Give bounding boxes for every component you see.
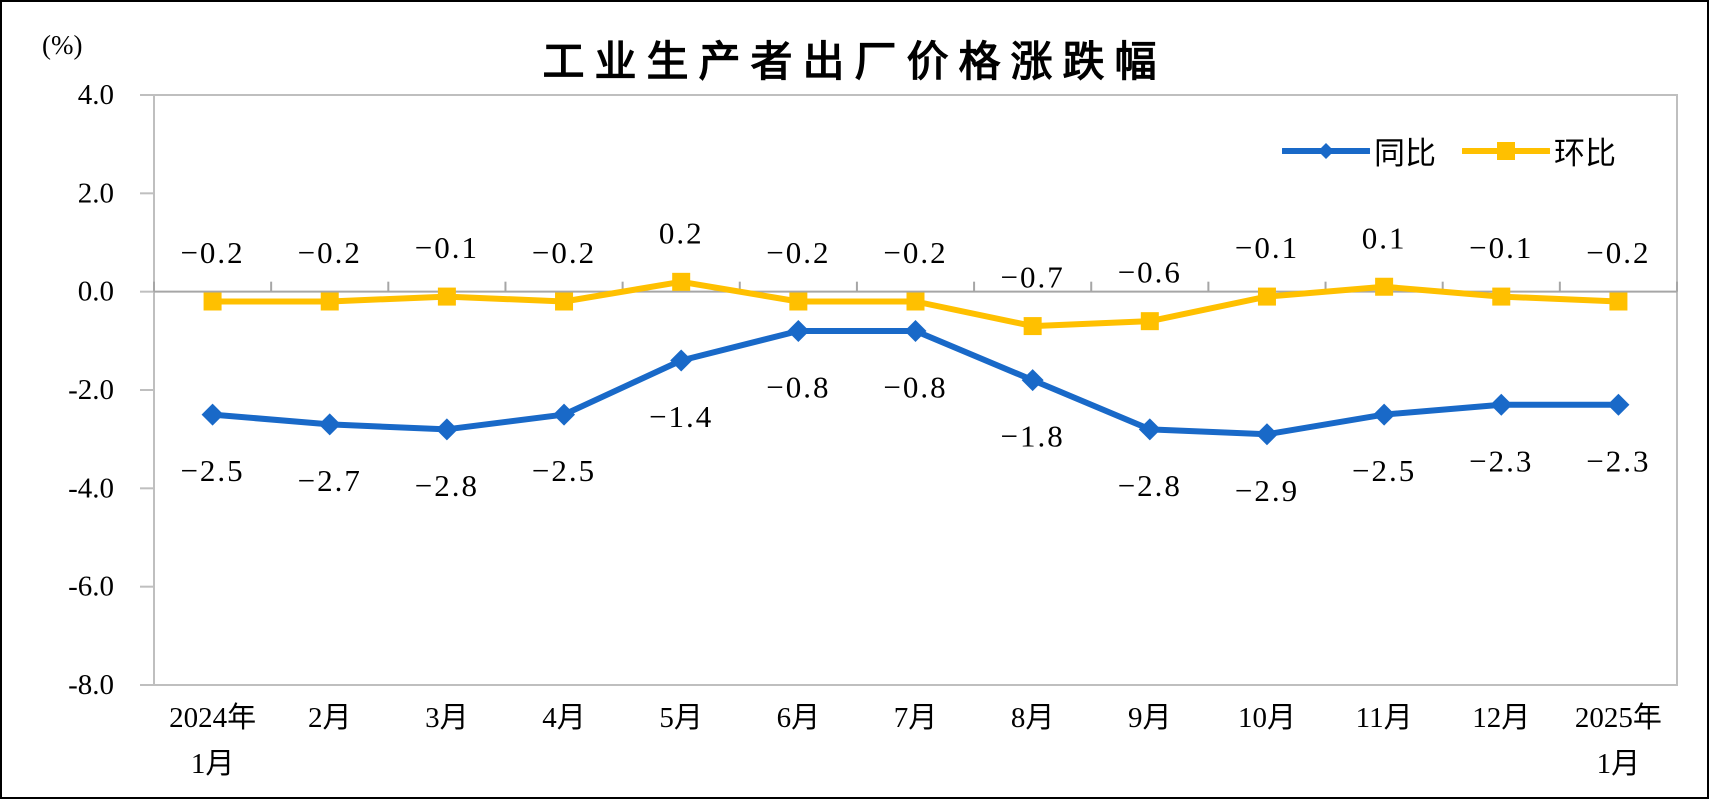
mom-marker bbox=[1023, 317, 1042, 336]
yoy-marker bbox=[1373, 403, 1396, 426]
x-category-label: 10月 bbox=[1238, 702, 1296, 734]
yoy-marker bbox=[553, 403, 576, 426]
mom-marker bbox=[1609, 292, 1628, 311]
x-category-label: 6月 bbox=[777, 702, 821, 734]
yoy-marker bbox=[1255, 423, 1278, 446]
yoy-data-label: −2.3 bbox=[1586, 443, 1650, 478]
x-category-label: 12月 bbox=[1472, 702, 1530, 734]
mom-marker bbox=[906, 292, 925, 311]
yoy-data-label: −1.8 bbox=[1001, 419, 1065, 454]
mom-data-label: 0.2 bbox=[659, 215, 704, 250]
legend: 同比 环比 bbox=[1282, 128, 1616, 173]
mom-data-label: 0.1 bbox=[1362, 220, 1407, 255]
x-category-label: 2024年 bbox=[169, 701, 256, 734]
yoy-marker bbox=[670, 349, 693, 372]
mom-data-label: −0.2 bbox=[1586, 235, 1650, 270]
x-category-label: 9月 bbox=[1128, 702, 1172, 734]
x-category-label: 2025年 bbox=[1575, 701, 1662, 734]
mom-legend-line-icon bbox=[1462, 141, 1550, 160]
y-axis-tick-label: -6.0 bbox=[68, 571, 114, 603]
y-axis-tick-label: 2.0 bbox=[78, 177, 114, 209]
yoy-marker bbox=[1607, 393, 1630, 416]
mom-marker bbox=[672, 272, 691, 291]
legend-item-yoy: 同比 bbox=[1282, 128, 1436, 173]
x-category-label-line2: 1月 bbox=[191, 748, 235, 780]
x-category-label: 4月 bbox=[542, 702, 586, 734]
yoy-data-label: −2.8 bbox=[1118, 468, 1182, 503]
yoy-data-label: −2.8 bbox=[415, 468, 479, 503]
y-axis-tick-label: -8.0 bbox=[68, 669, 114, 701]
mom-data-label: −0.2 bbox=[766, 235, 830, 270]
mom-marker bbox=[437, 287, 456, 306]
y-axis-tick-label: -4.0 bbox=[68, 472, 114, 504]
mom-data-label: −0.2 bbox=[180, 235, 244, 270]
legend-item-mom: 环比 bbox=[1462, 128, 1616, 173]
x-category-label: 7月 bbox=[894, 702, 938, 734]
mom-marker bbox=[555, 292, 574, 311]
mom-data-label: −0.7 bbox=[1001, 260, 1065, 295]
mom-data-label: −0.2 bbox=[298, 235, 362, 270]
x-category-label: 5月 bbox=[659, 702, 703, 734]
yoy-data-label: −2.5 bbox=[180, 453, 244, 488]
mom-data-label: −0.1 bbox=[1235, 230, 1299, 265]
yoy-data-label: −2.7 bbox=[298, 463, 362, 498]
yoy-data-label: −2.5 bbox=[1352, 453, 1416, 488]
legend-label-mom: 环比 bbox=[1554, 136, 1616, 171]
mom-marker bbox=[203, 292, 222, 311]
x-category-label-line2: 1月 bbox=[1597, 748, 1641, 780]
x-category-label: 11月 bbox=[1356, 702, 1413, 734]
yoy-data-label: −2.3 bbox=[1469, 443, 1533, 478]
x-category-label: 8月 bbox=[1011, 702, 1055, 734]
y-axis-tick-label: -2.0 bbox=[68, 374, 114, 406]
yoy-data-label: −0.8 bbox=[766, 370, 830, 405]
yoy-data-label: −2.9 bbox=[1235, 473, 1299, 508]
x-category-label: 2月 bbox=[308, 702, 352, 734]
mom-data-label: −0.2 bbox=[532, 235, 596, 270]
mom-marker bbox=[1140, 312, 1159, 331]
y-axis-unit-label: (%) bbox=[42, 30, 83, 60]
yoy-marker bbox=[1021, 369, 1044, 392]
y-axis-tick-label: 4.0 bbox=[78, 79, 114, 111]
mom-data-label: −0.1 bbox=[415, 230, 479, 265]
yoy-data-label: −0.8 bbox=[883, 370, 947, 405]
yoy-marker bbox=[201, 403, 224, 426]
mom-data-label: −0.1 bbox=[1469, 230, 1533, 265]
yoy-marker bbox=[1490, 393, 1513, 416]
yoy-legend-line-icon bbox=[1282, 142, 1370, 159]
mom-marker bbox=[320, 292, 339, 311]
legend-label-yoy: 同比 bbox=[1374, 136, 1436, 171]
yoy-data-label: −2.5 bbox=[532, 453, 596, 488]
mom-marker bbox=[1375, 277, 1394, 296]
y-axis-tick-label: 0.0 bbox=[78, 276, 114, 308]
mom-marker bbox=[1492, 287, 1511, 306]
yoy-marker bbox=[904, 320, 927, 342]
mom-data-label: −0.2 bbox=[883, 235, 947, 270]
yoy-marker bbox=[318, 413, 341, 436]
yoy-marker bbox=[435, 418, 458, 441]
yoy-marker bbox=[1138, 418, 1161, 441]
mom-data-label: −0.6 bbox=[1118, 255, 1182, 290]
yoy-marker bbox=[787, 320, 810, 342]
mom-marker bbox=[789, 292, 808, 311]
chart-title: 工业生产者出厂价格涨跌幅 bbox=[542, 38, 1167, 85]
x-category-label: 3月 bbox=[425, 702, 469, 734]
yoy-data-label: −1.4 bbox=[649, 399, 713, 434]
mom-marker bbox=[1257, 287, 1276, 306]
